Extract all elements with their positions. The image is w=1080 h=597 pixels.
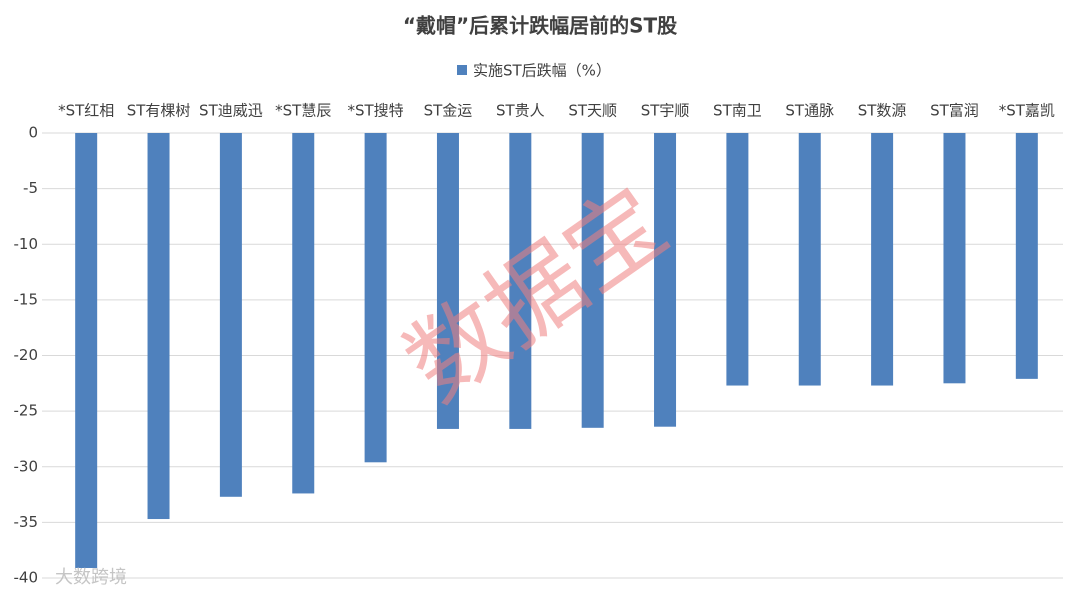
x-tick-label: ST通脉	[785, 102, 834, 120]
bar	[1015, 133, 1038, 379]
x-tick-label: ST天顺	[568, 102, 617, 120]
x-tick-label: *ST嘉凯	[999, 102, 1055, 120]
bar	[943, 133, 966, 384]
x-tick-label: ST金运	[424, 102, 473, 120]
legend-label: 实施ST后跌幅（%）	[473, 62, 611, 80]
legend-swatch	[457, 65, 467, 75]
y-tick-label: -20	[14, 346, 39, 364]
source-mark: 大数跨境	[55, 567, 127, 588]
x-tick-label: *ST搜特	[348, 102, 404, 120]
y-tick-label: -25	[14, 402, 39, 420]
bar	[871, 133, 894, 386]
x-tick-label: ST贵人	[496, 102, 545, 120]
bar	[292, 133, 315, 494]
bar	[581, 133, 604, 428]
bar	[219, 133, 242, 497]
bar	[364, 133, 387, 463]
y-tick-label: -10	[14, 235, 39, 253]
x-tick-label: *ST慧辰	[275, 102, 331, 120]
x-tick-label: ST数源	[858, 102, 907, 120]
bar	[654, 133, 677, 427]
bar	[436, 133, 459, 429]
x-tick-label: ST南卫	[713, 102, 762, 120]
x-tick-label: ST富润	[930, 102, 979, 120]
bar	[798, 133, 821, 386]
bar	[509, 133, 532, 429]
x-tick-label: ST宇顺	[641, 102, 690, 120]
x-tick-label: ST迪威迅	[199, 102, 263, 120]
y-tick-label: -5	[23, 179, 38, 197]
chart-title: “戴帽”后累计跌幅居前的ST股	[403, 14, 677, 38]
bar	[147, 133, 170, 520]
y-tick-label: -15	[14, 290, 39, 308]
x-tick-label: *ST红相	[58, 102, 114, 120]
y-tick-label: -40	[14, 569, 39, 587]
y-tick-label: -35	[14, 513, 39, 531]
y-tick-label: -30	[14, 457, 39, 475]
bar	[726, 133, 749, 386]
bar	[75, 133, 98, 568]
x-tick-label: ST有棵树	[127, 102, 191, 120]
y-tick-label: 0	[28, 124, 38, 142]
